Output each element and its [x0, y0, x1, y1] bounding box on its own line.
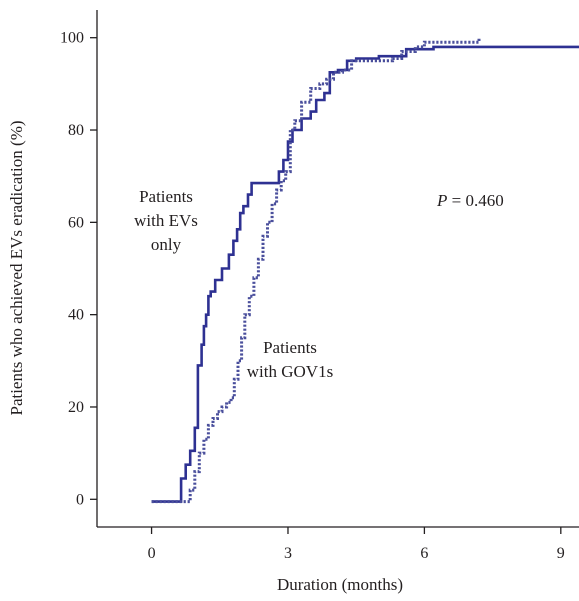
plot-frame — [96, 10, 579, 528]
x-tick-label: 0 — [148, 545, 156, 562]
annotation-gov-line-2: with GOV1s — [247, 362, 333, 381]
x-ticks: 0 3 6 9 — [148, 527, 565, 562]
y-axis-label: Patients who achieved EVs eradication (%… — [7, 120, 26, 415]
y-tick-label: 100 — [60, 30, 84, 47]
y-tick-label: 80 — [68, 122, 84, 139]
y-tick-label: 60 — [68, 214, 84, 231]
annotation-evs-line-1: Patients — [139, 187, 193, 206]
series-gov1s-line — [151, 37, 481, 504]
y-ticks: 0 20 40 60 80 100 — [60, 30, 97, 508]
series-layer — [151, 37, 579, 504]
p-value: = 0.460 — [447, 191, 503, 210]
p-value-annotation: P = 0.460 — [436, 191, 504, 210]
p-symbol: P — [436, 191, 447, 210]
annotation-evs-line-2: with EVs — [134, 211, 198, 230]
y-tick-label: 20 — [68, 399, 84, 416]
x-tick-label: 6 — [420, 545, 428, 562]
annotation-evs-line-3: only — [151, 235, 182, 254]
annotation-gov1s: Patients with GOV1s — [247, 338, 333, 381]
annotation-evs-only: Patients with EVs only — [134, 187, 198, 254]
x-tick-label: 3 — [284, 545, 292, 562]
y-tick-label: 40 — [68, 307, 84, 324]
annotation-gov-line-1: Patients — [263, 338, 317, 357]
y-tick-label: 0 — [76, 491, 84, 508]
series-evs-only-line — [151, 45, 579, 503]
x-axis-label: Duration (months) — [277, 575, 403, 594]
x-tick-label: 9 — [557, 545, 565, 562]
